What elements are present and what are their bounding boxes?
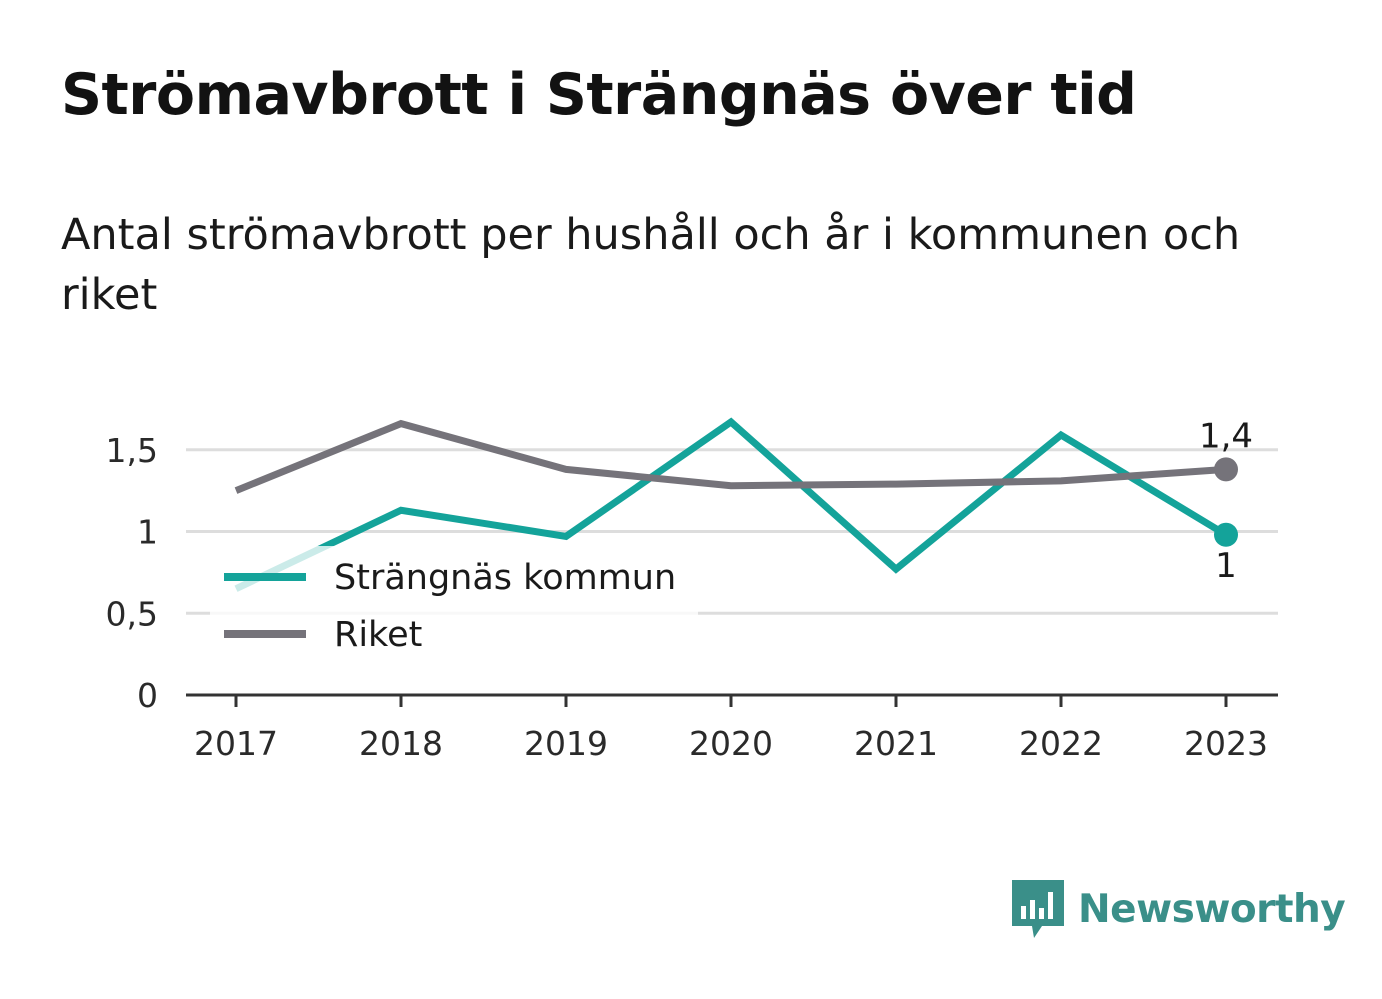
end-label-riket: 1,4: [1199, 416, 1253, 456]
x-tick-label: 2023: [1184, 724, 1268, 763]
y-tick-label: 0: [137, 676, 158, 715]
x-tick-label: 2022: [1019, 724, 1103, 763]
chart-subtitle: Antal strömavbrott per hushåll och år i …: [61, 210, 1241, 320]
series-line-0: [234, 417, 1228, 592]
y-tick-label: 1: [137, 513, 158, 552]
bar-chart-speech-bubble-icon: [1012, 880, 1064, 938]
x-tick-label: 2017: [194, 724, 278, 763]
series-end-marker-1: [1214, 457, 1238, 482]
x-tick-label: 2020: [689, 724, 773, 763]
newsworthy-logo[interactable]: Newsworthy: [1012, 880, 1346, 938]
series-line-1: [234, 419, 1227, 494]
y-tick-label: 0,5: [106, 594, 158, 633]
brand-name: Newsworthy: [1078, 886, 1346, 932]
series-end-marker-0: [1214, 522, 1238, 547]
legend-label-0: Strängnäs kommun: [334, 558, 676, 598]
x-tick-label: 2019: [524, 724, 608, 763]
legend-label-1: Riket: [334, 615, 422, 655]
x-tick-label: 2018: [359, 724, 443, 763]
chart-title: Strömavbrott i Strängnäs över tid: [61, 62, 1137, 128]
x-tick-label: 2021: [854, 724, 938, 763]
end-label-strangnas: 1: [1215, 546, 1237, 586]
legend-background: [210, 546, 698, 666]
y-tick-label: 1,5: [106, 431, 158, 470]
